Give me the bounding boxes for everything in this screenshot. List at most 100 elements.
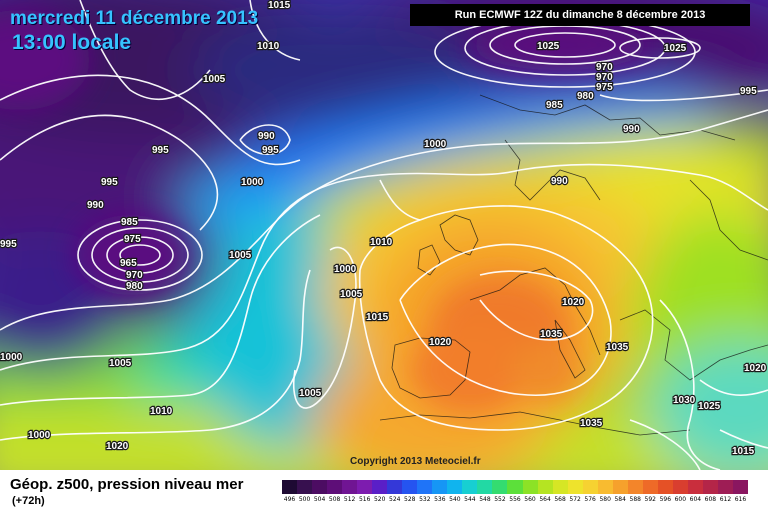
isobar-label: 1025: [537, 41, 560, 52]
color-scale-swatch: [537, 480, 553, 494]
color-scale-tick-label: 520: [373, 496, 386, 503]
isobar-label: 1020: [562, 297, 585, 308]
color-scale-swatch: [477, 480, 493, 494]
color-scale-tick-label: 576: [584, 496, 596, 503]
isobar-label: 1005: [340, 289, 363, 300]
color-scale-swatch: [372, 480, 388, 494]
isobar-label: 1035: [540, 329, 563, 340]
color-scale-swatch: [582, 480, 598, 494]
color-scale-tick-label: 568: [554, 496, 566, 503]
color-scale-tick-label: 528: [404, 496, 416, 503]
color-scale-tick-label: 508: [328, 496, 341, 503]
color-scale-swatch: [282, 480, 298, 494]
isobar-label: 990: [551, 176, 568, 187]
isobar-label: 1000: [28, 430, 51, 441]
isobar-label: 985: [121, 217, 138, 228]
isobar-label: 995: [101, 177, 118, 188]
color-scale-swatch: [567, 480, 583, 494]
color-scale-swatch: [507, 480, 523, 494]
isobar-label: 970: [596, 72, 613, 83]
isobar-label: 1000: [334, 264, 357, 275]
isobar-label: 980: [577, 91, 594, 102]
color-scale-swatch: [417, 480, 433, 494]
color-scale-swatch: [642, 480, 658, 494]
color-scale-swatch: [597, 480, 613, 494]
isobar-label: 990: [258, 131, 275, 142]
isobar-label: 1005: [299, 388, 322, 399]
color-scale-swatch: [402, 480, 418, 494]
isobar-label: 995: [0, 239, 17, 250]
isobar-label: 985: [546, 100, 563, 111]
color-scale-tick-label: 524: [389, 496, 401, 503]
isobar-label: 1015: [366, 312, 389, 323]
color-scale-swatch: [687, 480, 703, 494]
isobar-label: 975: [596, 82, 613, 93]
isobar-label: 1035: [606, 342, 629, 353]
color-scale-tick-label: 500: [298, 496, 311, 503]
color-scale-swatch: [672, 480, 688, 494]
color-scale-tick-label: 608: [704, 496, 717, 503]
color-scale-tick-label: 504: [313, 496, 326, 503]
color-scale-tick-label: 536: [434, 496, 446, 503]
isobar-label: 1015: [732, 446, 755, 457]
isobar-label: 1000: [241, 177, 264, 188]
color-scale-swatch: [522, 480, 538, 494]
isobar-label: 995: [740, 86, 757, 97]
color-scale-ticks: 496 500 504 508 512 516 520 524 528 532 536 540 544 5…: [282, 496, 748, 506]
weather-map: 1015 1010 1005 995 995 990 985 975 965 9…: [0, 0, 768, 470]
isobar-lines: [0, 0, 768, 470]
color-scale-swatch: [387, 480, 403, 494]
isobar-label: 1005: [229, 250, 252, 261]
color-scale-swatch: [702, 480, 718, 494]
color-scale-tick-label: 544: [464, 496, 476, 503]
color-scale-tick-label: 612: [719, 496, 732, 503]
color-scale-swatch: [327, 480, 343, 494]
color-scale-tick-label: 596: [659, 496, 672, 503]
color-scale-swatch: [297, 480, 313, 494]
isobar-label: 980: [126, 281, 143, 292]
color-scale-swatch: [612, 480, 628, 494]
color-scale-bar: [282, 480, 748, 494]
isobar-label: 990: [87, 200, 104, 211]
isobar-label: 1035: [580, 418, 603, 429]
color-scale-swatch: [312, 480, 328, 494]
isobar-label: 1025: [664, 43, 687, 54]
color-scale-swatch: [627, 480, 643, 494]
isobar-label: 975: [124, 234, 141, 245]
color-scale-swatch: [357, 480, 373, 494]
color-scale-tick-label: 560: [524, 496, 536, 503]
color-scale-tick-label: 496: [283, 496, 296, 503]
isobar-label: 1010: [150, 406, 173, 417]
color-scale-swatch: [432, 480, 448, 494]
isobar-label: 1010: [370, 237, 393, 248]
isobar-label: 970: [596, 62, 613, 73]
copyright-notice: Copyright 2013 Meteociel.fr: [350, 456, 481, 467]
isobar-label: 1000: [424, 139, 447, 150]
isobar-labels: 1015 1010 1005 995 995 990 985 975 965 9…: [0, 0, 768, 458]
color-scale-tick-label: 584: [614, 496, 626, 503]
forecast-date: mercredi 11 décembre 2013: [10, 8, 259, 29]
color-scale-swatch: [342, 480, 358, 494]
isobar-label: 1015: [268, 0, 291, 11]
isobar-label: 995: [152, 145, 169, 156]
color-scale-tick-label: 592: [644, 496, 656, 503]
color-scale-tick-label: 580: [599, 496, 611, 503]
color-scale-swatch: [492, 480, 508, 494]
isobar-label: 995: [262, 145, 279, 156]
isobar-label: 1020: [744, 363, 767, 374]
product-title: Géop. z500, pression niveau mer: [10, 476, 244, 493]
color-scale-swatch: [657, 480, 673, 494]
isobar-label: 1005: [109, 358, 132, 369]
color-scale-swatch: [732, 480, 748, 494]
isobar-label: 970: [126, 270, 143, 281]
map-canvas: 1015 1010 1005 995 995 990 985 975 965 9…: [0, 0, 768, 470]
color-scale-tick-label: 556: [509, 496, 521, 503]
color-scale-tick-label: 516: [358, 496, 371, 503]
isobar-label: 1000: [0, 352, 23, 363]
color-scale-legend: 496 500 504 508 512 516 520 524 528 532 536 540 544 5…: [282, 480, 748, 508]
model-run-info: Run ECMWF 12Z du dimanche 8 décembre 201…: [410, 4, 750, 26]
color-scale-swatch: [462, 480, 478, 494]
color-scale-tick-label: 588: [629, 496, 641, 503]
isobar-label: 1020: [106, 441, 129, 452]
